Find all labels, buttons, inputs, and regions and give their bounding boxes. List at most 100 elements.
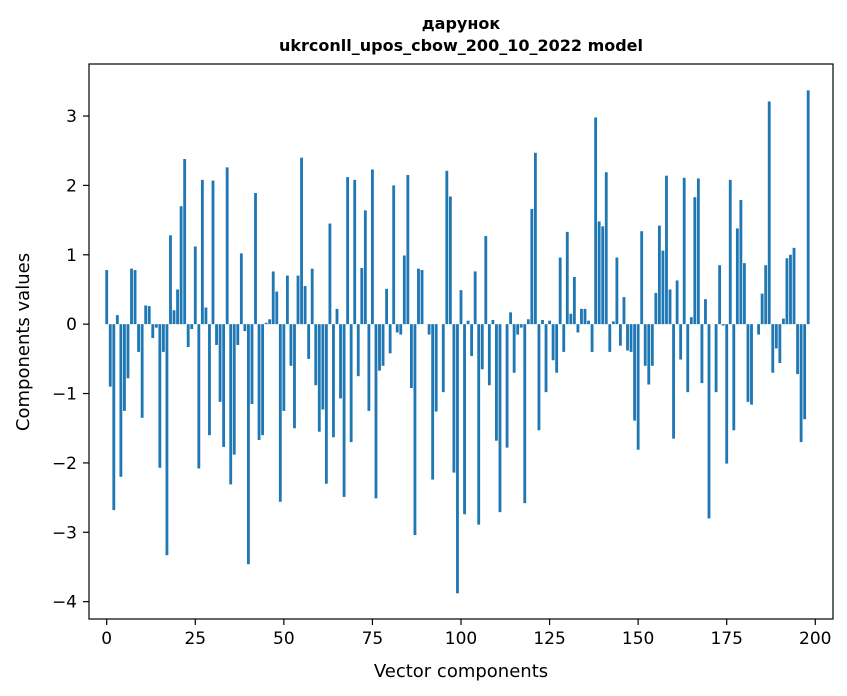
bar-component-56 [303,286,307,325]
y-tick-label: 2 [66,176,77,196]
bar-component-119 [526,319,530,325]
bar-component-125 [548,320,551,325]
bar-component-0 [105,270,109,325]
bar-component-181 [746,324,750,402]
bar-component-83 [399,324,403,335]
x-tick-label: 175 [710,629,742,649]
bar-component-185 [760,293,764,325]
bar-component-87 [413,324,417,536]
bar-component-157 [661,250,665,325]
bar-component-109 [491,319,495,325]
bar-component-38 [239,253,243,325]
bar-component-95 [441,324,445,393]
bar-component-10 [140,324,144,418]
x-tick-label: 200 [799,629,831,649]
bar-component-136 [587,320,590,325]
bar-component-19 [172,310,176,325]
bar-component-194 [792,247,796,325]
bar-component-167 [696,178,700,325]
bar-component-75 [371,169,374,325]
y-tick-label: 0 [66,315,77,335]
bar-component-135 [583,308,587,325]
bar-component-88 [417,268,420,325]
bar-component-123 [541,319,544,325]
bar-component-160 [672,324,675,439]
bar-component-25 [193,246,197,325]
bar-component-146 [622,297,626,325]
bar-component-12 [147,306,151,325]
bar-component-8 [133,270,137,325]
bar-component-29 [208,324,211,436]
bar-component-193 [789,254,792,325]
bar-component-188 [771,324,775,373]
bar-component-131 [569,313,573,325]
bar-component-151 [640,231,644,325]
bar-component-46 [268,319,272,325]
bar-component-166 [693,197,697,325]
bar-component-147 [626,324,629,351]
bar-component-155 [654,292,658,325]
x-axis-ticks: 0 25 50 75 100 125 150 175 200 [101,619,832,649]
bar-component-86 [409,324,413,388]
bar-component-191 [781,318,785,325]
bar-component-53 [293,324,296,429]
bar-component-5 [123,324,126,411]
bar-component-118 [523,324,527,504]
bar-component-24 [190,324,194,330]
bar-component-49 [278,324,282,502]
bar-component-17 [165,324,169,556]
bar-component-4 [119,324,123,477]
bar-component-47 [271,271,275,325]
bar-component-60 [317,324,321,432]
bar-component-192 [785,258,789,325]
bar-component-27 [200,179,204,325]
bar-component-35 [229,324,233,485]
chart-title-line2: ukrconll_upos_cbow_200_10_2022 model [279,36,643,55]
bar-component-99 [456,324,459,594]
bar-component-169 [704,299,707,325]
y-tick-label: 1 [66,246,77,266]
bar-component-101 [463,324,466,515]
bar-component-97 [448,196,452,325]
y-tick-label: 3 [66,107,77,127]
bar-component-161 [675,280,679,325]
bar-component-37 [236,324,240,345]
x-tick-label: 50 [273,629,295,649]
bar-component-103 [470,324,474,357]
bar-component-145 [619,324,622,346]
bar-component-71 [356,324,360,377]
bar-component-21 [179,206,183,325]
bar-component-139 [597,221,601,325]
bar-component-70 [353,179,357,325]
x-tick-label: 100 [445,629,477,649]
y-axis-title: Components values [13,253,34,431]
bar-component-67 [342,324,346,497]
bar-component-159 [668,289,672,325]
bar-component-65 [335,308,339,325]
bar-component-122 [537,324,541,431]
bar-component-189 [774,324,778,349]
y-axis-ticks: 3 2 1 0 −1 −2 −3 −4 [52,107,89,613]
bar-component-40 [247,324,250,565]
bar-component-142 [608,324,612,352]
bar-component-6 [126,324,130,379]
bar-component-1 [108,324,112,387]
bar-component-93 [434,324,438,412]
bar-component-82 [395,324,399,333]
bar-series [105,90,810,594]
bar-component-76 [374,324,378,499]
bar-component-85 [406,175,410,325]
bar-component-58 [310,268,314,325]
bar-component-79 [385,288,389,325]
bar-component-115 [512,324,516,373]
bar-component-165 [689,317,693,325]
bar-component-41 [250,324,254,404]
bar-component-68 [346,177,350,325]
bar-component-168 [700,324,704,384]
bar-component-13 [151,324,155,339]
bar-component-22 [183,159,187,325]
bar-component-152 [643,324,647,366]
bar-component-9 [137,324,141,352]
bar-component-100 [459,290,463,325]
bar-component-170 [707,324,711,519]
